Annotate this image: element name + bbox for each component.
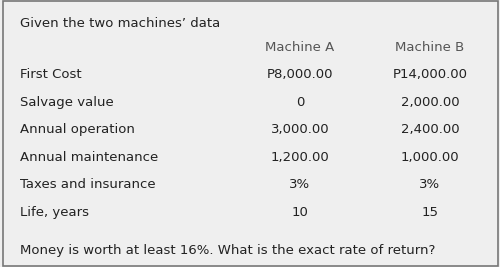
Text: First Cost: First Cost	[20, 68, 82, 81]
Text: Given the two machines’ data: Given the two machines’ data	[20, 17, 220, 30]
Text: P14,000.00: P14,000.00	[392, 68, 468, 81]
Text: Taxes and insurance: Taxes and insurance	[20, 178, 156, 191]
Text: Annual operation: Annual operation	[20, 123, 135, 136]
Text: 2,400.00: 2,400.00	[400, 123, 460, 136]
Text: 1,000.00: 1,000.00	[400, 151, 460, 164]
Text: Machine B: Machine B	[396, 41, 464, 54]
Text: 2,000.00: 2,000.00	[400, 96, 460, 109]
Text: 3,000.00: 3,000.00	[270, 123, 330, 136]
Text: Life, years: Life, years	[20, 206, 89, 219]
Text: 15: 15	[422, 206, 438, 219]
Text: 0: 0	[296, 96, 304, 109]
Text: 1,200.00: 1,200.00	[270, 151, 330, 164]
Text: Money is worth at least 16%. What is the exact rate of return?: Money is worth at least 16%. What is the…	[20, 244, 436, 257]
Text: 3%: 3%	[290, 178, 310, 191]
Text: P8,000.00: P8,000.00	[267, 68, 333, 81]
Text: 10: 10	[292, 206, 308, 219]
Text: Machine A: Machine A	[266, 41, 334, 54]
Text: Salvage value: Salvage value	[20, 96, 114, 109]
Text: 3%: 3%	[420, 178, 440, 191]
Text: Annual maintenance: Annual maintenance	[20, 151, 158, 164]
